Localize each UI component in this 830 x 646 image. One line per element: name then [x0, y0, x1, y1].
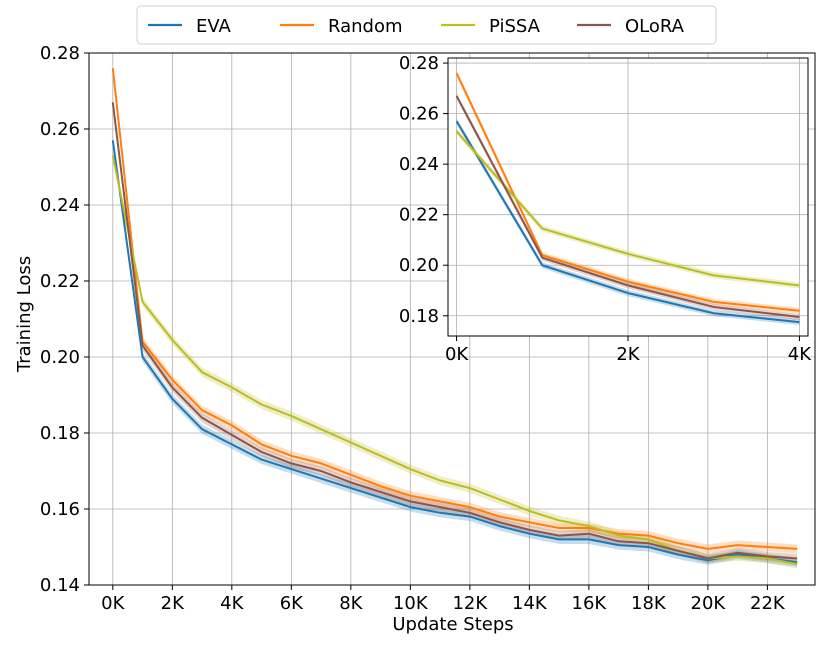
main-x-axis-label: Update Steps [392, 614, 513, 635]
main-x-tick-label: 2K [161, 593, 185, 614]
inset-x-tick-label: 0K [445, 344, 469, 365]
main-x-tick-label: 6K [280, 593, 304, 614]
inset-series-line-eva [455, 120, 800, 324]
main-x-tick-label: 0K [101, 593, 125, 614]
main-axes-frame [88, 52, 816, 586]
inset-y-tick-label: 0.22 [399, 205, 439, 226]
main-series-line-eva [111, 140, 798, 564]
legend-label-random: Random [328, 16, 403, 37]
main-y-tick-label: 0.22 [40, 271, 80, 292]
main-x-tick-label: 20K [691, 593, 727, 614]
legend-frame [136, 5, 717, 45]
main-x-tick-label: 14K [512, 593, 548, 614]
legend-label-eva: EVA [196, 16, 232, 37]
main-y-tick-label: 0.24 [40, 195, 80, 216]
inset-series-line-olora [455, 95, 800, 319]
legend: EVA Random PiSSA OLoRA [136, 5, 717, 45]
inset-series-line-random [455, 72, 800, 312]
main-x-tick-label: 10K [393, 593, 429, 614]
inset-y-tick-label: 0.20 [399, 255, 439, 276]
main-x-tick-label: 4K [220, 593, 244, 614]
main-x-tick-label: 22K [750, 593, 786, 614]
inset-x-tick-label: 2K [616, 344, 640, 365]
legend-label-olora: OLoRA [625, 16, 685, 37]
main-y-tick-label: 0.26 [40, 119, 80, 140]
main-y-tick-label: 0.18 [40, 423, 80, 444]
main-series-line-olora [111, 102, 798, 560]
inset-x-tick-label: 4K [788, 344, 812, 365]
main-x-tick-label: 16K [572, 593, 608, 614]
inset-series-line-pissa [455, 130, 800, 287]
inset-y-tick-label: 0.26 [399, 104, 439, 125]
main-y-tick-label: 0.16 [40, 499, 80, 520]
inset-y-tick-label: 0.24 [399, 154, 439, 175]
inset-y-tick-label: 0.28 [399, 53, 439, 74]
main-x-tick-label: 18K [631, 593, 667, 614]
main-plot: 0K 2K 4K 6K 8K 10K 12K 14K 16K 18K 20K 22K 0.14 0.16 0… [40, 43, 816, 614]
main-series-line-random [111, 68, 798, 550]
inset-plot: 0K 2K 4K 0.18 0.20 0.22 0.24 0.26 0.28 [399, 53, 812, 365]
main-y-tick-label: 0.14 [40, 575, 80, 596]
main-x-tick-label: 8K [339, 593, 363, 614]
inset-y-tick-label: 0.18 [399, 306, 439, 327]
legend-label-pissa: PiSSA [489, 16, 541, 37]
main-y-tick-label: 0.28 [40, 43, 80, 64]
main-y-axis-label: Training Loss [14, 256, 35, 373]
main-x-tick-label: 12K [452, 593, 488, 614]
main-y-tick-label: 0.20 [40, 347, 80, 368]
